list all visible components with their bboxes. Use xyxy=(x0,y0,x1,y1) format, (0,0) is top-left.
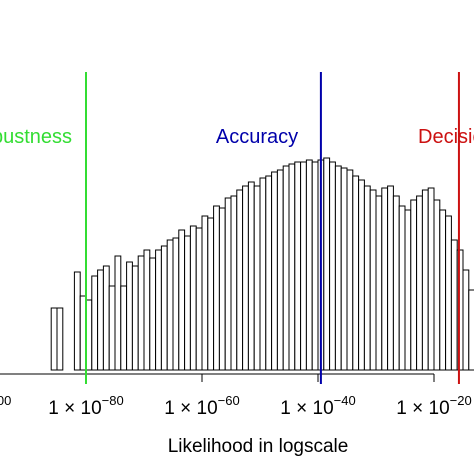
bar xyxy=(97,269,104,371)
bar xyxy=(73,271,81,371)
bar xyxy=(334,165,342,371)
x-tick-label: 1 × 10−40 xyxy=(280,393,355,419)
bar xyxy=(189,225,197,371)
x-tick-exp: −40 xyxy=(334,393,356,408)
bar xyxy=(242,185,249,371)
bar xyxy=(213,205,220,371)
x-tick-exp: −60 xyxy=(218,393,240,408)
bar xyxy=(329,161,336,371)
bar xyxy=(178,229,186,371)
bar xyxy=(421,189,429,371)
x-tick-base: 1 × 10 xyxy=(164,398,217,419)
bar xyxy=(56,307,64,371)
bar xyxy=(253,185,261,371)
bar xyxy=(184,235,191,371)
bar xyxy=(224,197,232,371)
bar xyxy=(172,237,180,371)
bar xyxy=(108,285,116,371)
bar xyxy=(294,161,302,371)
x-tick-base: 1 × 10 xyxy=(280,398,333,419)
bar xyxy=(427,187,435,371)
bar xyxy=(155,249,162,371)
bar xyxy=(195,227,203,371)
bar xyxy=(433,199,441,371)
bar xyxy=(369,189,377,371)
bar xyxy=(282,165,290,371)
bar xyxy=(149,257,157,371)
x-tick-label: 1 × 10−20 xyxy=(396,393,471,419)
bar xyxy=(201,215,209,371)
bar xyxy=(398,205,406,371)
bar xyxy=(259,177,267,371)
x-tick-label: 1 × 10−80 xyxy=(48,393,123,419)
bar xyxy=(126,261,133,371)
bar xyxy=(381,187,389,371)
x-axis-label: Likelihood in logscale xyxy=(168,436,349,457)
bar xyxy=(323,157,331,371)
bar xyxy=(131,265,139,371)
bar xyxy=(271,171,278,371)
threshold-label: Accuracy xyxy=(216,126,298,148)
threshold-label: Decision xyxy=(418,126,474,148)
bar xyxy=(102,265,110,371)
bar xyxy=(387,185,394,371)
bar xyxy=(445,215,452,371)
bar xyxy=(375,195,383,371)
bar xyxy=(340,167,348,371)
bar xyxy=(247,181,255,371)
bar xyxy=(468,289,474,371)
bar xyxy=(416,195,423,371)
x-tick-exp: −80 xyxy=(102,393,124,408)
bar xyxy=(166,239,174,371)
bar xyxy=(358,179,365,371)
x-tick-label: 1 × 10−100 xyxy=(0,393,11,419)
x-tick-exp: −100 xyxy=(0,393,11,408)
bar xyxy=(120,285,128,371)
bar xyxy=(404,209,412,371)
x-tick-base: 1 × 10 xyxy=(48,398,101,419)
bar xyxy=(439,209,447,371)
bar xyxy=(207,217,215,371)
bar xyxy=(300,161,307,371)
bar xyxy=(160,245,168,371)
x-tick-base: 1 × 10 xyxy=(396,398,449,419)
bar xyxy=(346,169,354,371)
x-tick-label: 1 × 10−60 xyxy=(164,393,239,419)
bar xyxy=(114,255,122,371)
bar xyxy=(91,275,99,371)
x-tick-exp: −20 xyxy=(450,393,472,408)
bar xyxy=(218,207,226,371)
bar xyxy=(50,307,58,371)
bar xyxy=(311,161,319,371)
bar xyxy=(392,195,400,371)
bar xyxy=(363,185,371,371)
bar xyxy=(276,169,284,371)
threshold-label: Robustness xyxy=(0,126,72,148)
bar xyxy=(230,195,238,371)
bar xyxy=(288,163,296,371)
bar xyxy=(236,189,244,371)
bar xyxy=(137,255,145,371)
bar xyxy=(305,159,313,371)
bar xyxy=(450,239,458,371)
bar xyxy=(462,269,470,371)
bar xyxy=(410,199,418,371)
bar xyxy=(352,175,360,371)
bar xyxy=(265,175,273,371)
bar xyxy=(143,249,151,371)
